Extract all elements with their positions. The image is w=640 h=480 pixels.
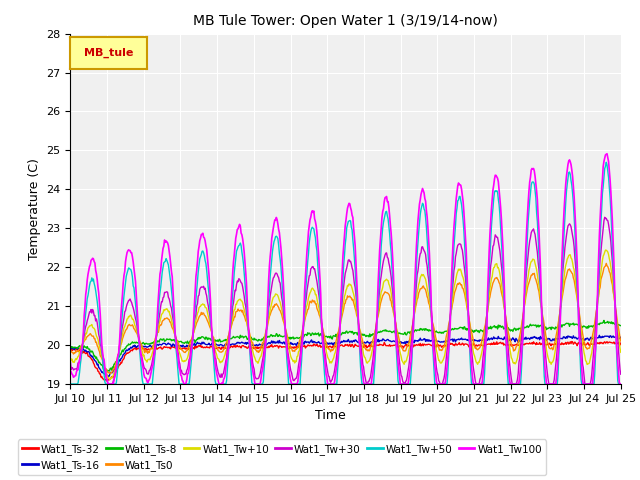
Line: Wat1_Ts-16: Wat1_Ts-16 <box>70 336 621 377</box>
Wat1_Ts0 <box>413 296 421 302</box>
Wat1_Tw+10 <box>134 332 141 337</box>
Wat1_Ts-32 <box>134 346 141 352</box>
Wat1_Tw100 <box>603 151 611 156</box>
Wat1_Tw100 <box>190 318 198 324</box>
Wat1_Tw+10 <box>602 247 609 253</box>
Y-axis label: Temperature (C): Temperature (C) <box>28 158 41 260</box>
Line: Wat1_Tw100: Wat1_Tw100 <box>70 154 621 384</box>
Wat1_Tw+10 <box>106 376 114 382</box>
Wat1_Ts0 <box>602 261 610 266</box>
Wat1_Tw+30 <box>67 358 74 363</box>
Line: Wat1_Ts0: Wat1_Ts0 <box>70 264 621 374</box>
Wat1_Ts-8 <box>67 344 74 349</box>
Wat1_Ts-16 <box>429 340 437 346</box>
Wat1_Tw100 <box>67 368 74 373</box>
Wat1_Tw+50 <box>617 381 625 387</box>
Wat1_Tw+30 <box>617 372 625 377</box>
Wat1_Ts-16 <box>596 333 604 338</box>
Wat1_Ts-32 <box>77 348 84 354</box>
Wat1_Ts-32 <box>102 378 110 384</box>
Wat1_Tw100 <box>104 381 112 387</box>
X-axis label: Time: Time <box>315 409 346 422</box>
Wat1_Tw+30 <box>601 215 609 220</box>
Wat1_Ts-8 <box>617 323 625 328</box>
Wat1_Ts-8 <box>77 344 84 349</box>
Wat1_Tw100 <box>219 381 227 387</box>
Wat1_Tw+50 <box>429 353 437 359</box>
Wat1_Ts-16 <box>134 343 141 348</box>
Wat1_Tw100 <box>77 354 84 360</box>
Wat1_Tw+10 <box>67 355 74 361</box>
Wat1_Tw+30 <box>77 352 84 358</box>
Wat1_Tw100 <box>413 231 421 237</box>
Line: Wat1_Tw+50: Wat1_Tw+50 <box>70 162 621 384</box>
Wat1_Tw+10 <box>190 329 198 335</box>
Wat1_Ts-8 <box>190 337 198 343</box>
Wat1_Tw+30 <box>134 330 141 336</box>
Wat1_Ts-16 <box>413 338 421 344</box>
Wat1_Ts0 <box>219 348 227 354</box>
Wat1_Ts-16 <box>105 374 113 380</box>
Wat1_Tw+50 <box>77 356 85 361</box>
Wat1_Tw+50 <box>413 251 421 256</box>
Title: MB Tule Tower: Open Water 1 (3/19/14-now): MB Tule Tower: Open Water 1 (3/19/14-now… <box>193 14 498 28</box>
Wat1_Ts-8 <box>413 327 421 333</box>
Line: Wat1_Ts-32: Wat1_Ts-32 <box>70 341 621 381</box>
Wat1_Ts-8 <box>429 329 437 335</box>
Wat1_Ts-16 <box>219 343 227 349</box>
Wat1_Tw100 <box>617 381 625 387</box>
Wat1_Tw100 <box>429 346 437 351</box>
Wat1_Ts0 <box>190 330 198 336</box>
Wat1_Ts0 <box>617 338 625 344</box>
Wat1_Ts-32 <box>67 347 74 353</box>
Wat1_Tw+10 <box>413 289 421 295</box>
Wat1_Tw+10 <box>429 325 437 331</box>
Wat1_Tw+30 <box>413 272 421 277</box>
Wat1_Tw+50 <box>602 159 610 165</box>
Wat1_Tw+30 <box>429 330 437 336</box>
Wat1_Tw+10 <box>77 349 84 355</box>
Wat1_Ts-8 <box>134 340 141 346</box>
Wat1_Ts-32 <box>617 340 625 346</box>
Wat1_Ts-32 <box>190 345 198 350</box>
Wat1_Tw+50 <box>134 326 141 332</box>
Wat1_Ts-8 <box>103 369 111 374</box>
Wat1_Ts-16 <box>67 346 74 351</box>
Wat1_Ts-8 <box>600 318 608 324</box>
Wat1_Tw+50 <box>190 327 198 333</box>
Wat1_Ts-16 <box>77 346 84 352</box>
Line: Wat1_Tw+10: Wat1_Tw+10 <box>70 250 621 379</box>
Wat1_Ts-8 <box>219 338 227 344</box>
Legend: Wat1_Ts-32, Wat1_Ts-16, Wat1_Ts-8, Wat1_Ts0, Wat1_Tw+10, Wat1_Tw+30, Wat1_Tw+50,: Wat1_Ts-32, Wat1_Ts-16, Wat1_Ts-8, Wat1_… <box>18 439 547 475</box>
Wat1_Ts-32 <box>413 342 421 348</box>
Wat1_Tw+10 <box>617 349 625 355</box>
Wat1_Ts0 <box>134 333 141 339</box>
Line: Wat1_Ts-8: Wat1_Ts-8 <box>70 321 621 372</box>
Wat1_Tw+50 <box>219 381 227 387</box>
Wat1_Ts-16 <box>190 342 198 348</box>
Wat1_Tw+10 <box>219 358 227 363</box>
Wat1_Ts-32 <box>568 338 575 344</box>
Wat1_Tw+50 <box>67 381 75 387</box>
Wat1_Ts0 <box>77 345 84 350</box>
Wat1_Ts0 <box>429 323 437 328</box>
Line: Wat1_Tw+30: Wat1_Tw+30 <box>70 217 621 384</box>
Wat1_Tw+30 <box>219 372 227 377</box>
Wat1_Ts-32 <box>429 343 437 348</box>
Wat1_Tw+30 <box>190 324 198 329</box>
Wat1_Tw+30 <box>105 381 113 387</box>
Wat1_Tw100 <box>134 316 141 322</box>
Wat1_Ts-32 <box>219 345 227 351</box>
Wat1_Ts-16 <box>617 335 625 340</box>
Wat1_Ts0 <box>106 371 114 377</box>
Wat1_Tw+50 <box>67 380 74 386</box>
Wat1_Ts0 <box>67 348 74 353</box>
